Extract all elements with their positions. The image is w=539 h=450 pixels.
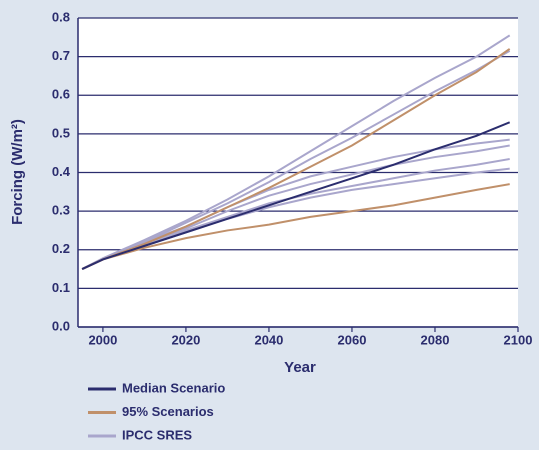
x-tick-label: 2060 <box>338 332 367 347</box>
series-line <box>81 34 511 270</box>
x-tick-label: 2040 <box>254 332 283 347</box>
y-tick-label: 0.7 <box>52 48 70 63</box>
y-tick-label: 0.4 <box>52 164 71 179</box>
y-tick-label: 0.1 <box>52 280 70 295</box>
legend-label: 95% Scenarios <box>122 404 214 419</box>
y-tick-label: 0.3 <box>52 203 70 218</box>
legend-label: IPCC SRES <box>122 427 192 442</box>
x-tick-label: 2100 <box>504 332 533 347</box>
y-tick-label: 0.8 <box>52 9 70 24</box>
series-line <box>81 138 510 270</box>
legend-label: Median Scenario <box>122 380 225 395</box>
y-axis-label: Forcing (W/m²) <box>9 119 26 225</box>
series-line <box>81 183 510 270</box>
series-line <box>81 121 511 270</box>
x-axis-label: Year <box>284 359 316 376</box>
y-tick-label: 0.6 <box>52 87 70 102</box>
x-tick-label: 2000 <box>88 332 117 347</box>
series-line <box>81 48 511 270</box>
y-tick-label: 0.2 <box>52 241 70 256</box>
x-tick-label: 2080 <box>421 332 450 347</box>
x-tick-label: 2020 <box>171 332 200 347</box>
y-tick-label: 0.5 <box>52 125 70 140</box>
y-tick-label: 0.0 <box>52 318 70 333</box>
